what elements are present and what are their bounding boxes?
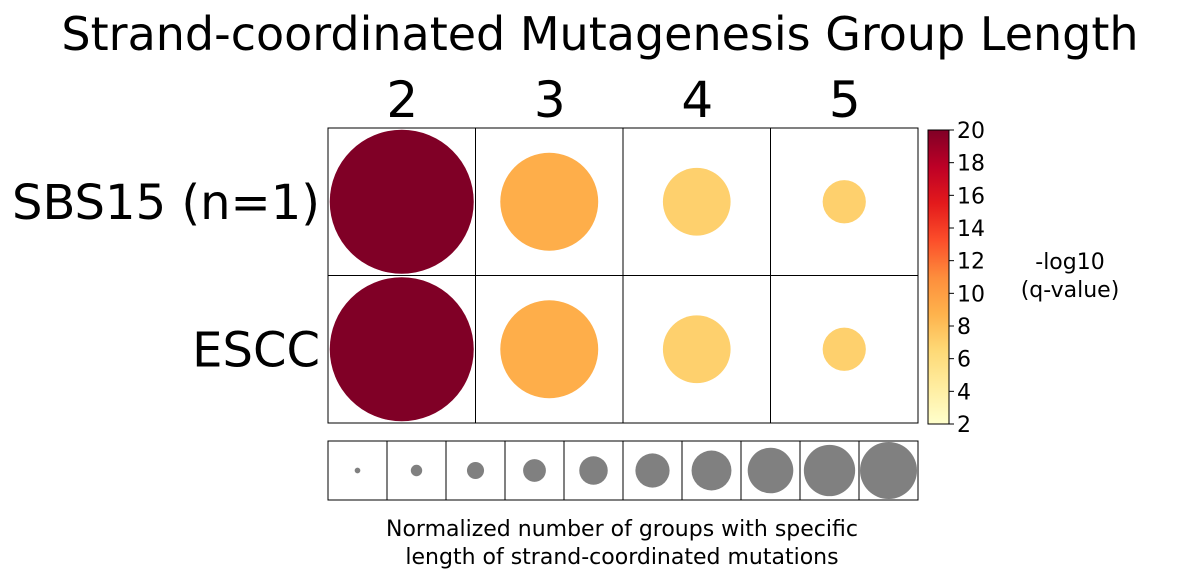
bubble-sbs15-3	[500, 152, 599, 251]
colorbar-tick-label: 18	[957, 152, 985, 177]
colorbar-tick-label: 12	[957, 250, 985, 275]
size-legend-bubble	[635, 453, 670, 488]
size-legend-cell	[858, 440, 919, 501]
size-legend-label-line1: Normalized number of groups with specifi…	[386, 517, 858, 542]
size-legend-label-line2: length of strand-coordinated mutations	[405, 545, 838, 570]
row-labels: SBS15 (n=1) ESCC	[12, 175, 320, 379]
size-legend-bubble	[860, 442, 917, 499]
colorbar-tick-label: 20	[957, 119, 985, 144]
bubble-sbs15-4	[662, 167, 731, 236]
bubble-sbs15-5	[822, 180, 866, 224]
row-label: SBS15 (n=1)	[12, 175, 320, 231]
colorbar-tick-label: 6	[957, 348, 971, 373]
colorbar-gradient	[927, 129, 950, 425]
colorbar-tick-label: 8	[957, 315, 971, 340]
size-legend-bubble	[803, 444, 856, 497]
row-label: ESCC	[192, 322, 320, 378]
column-label: 5	[829, 71, 861, 129]
colorbar-ticks: 2 4 6 8 10 12 14 16 18 20	[949, 119, 985, 438]
colorbar-tick-label: 14	[957, 217, 985, 242]
size-legend-bubble	[691, 450, 732, 491]
column-label: 2	[386, 71, 418, 129]
size-legend-bubble	[354, 467, 361, 474]
colorbar-label-line2: (q-value)	[1021, 278, 1120, 303]
bubble-escc-3	[500, 300, 599, 399]
colorbar-tick-label: 10	[957, 282, 985, 307]
size-legend-bubble	[747, 447, 794, 494]
size-legend-bubble	[579, 456, 608, 485]
colorbar-tick-label: 2	[957, 413, 971, 438]
size-legend-bubble	[523, 459, 546, 482]
colorbar: 2 4 6 8 10 12 14 16 18 20 -log10 (q-value)	[927, 119, 1120, 438]
column-label: 3	[534, 71, 566, 129]
grid-cell	[770, 275, 919, 424]
colorbar-label-line1: -log10	[1035, 250, 1104, 275]
size-legend-bubble	[466, 461, 485, 480]
bubble-layer	[329, 129, 866, 422]
bubble-escc-2	[329, 277, 474, 422]
bubble-sbs15-2	[329, 129, 474, 274]
size-legend-bubble	[410, 464, 423, 477]
main-grid	[327, 127, 919, 424]
bubble-escc-5	[822, 327, 866, 371]
colorbar-tick-label: 16	[957, 184, 985, 209]
size-legend	[327, 440, 919, 501]
bubble-escc-4	[662, 315, 731, 384]
colorbar-tick-label: 4	[957, 380, 971, 405]
column-label: 4	[681, 71, 713, 129]
column-labels: 2 3 4 5	[386, 71, 860, 129]
chart-title: Strand-coordinated Mutagenesis Group Len…	[61, 7, 1138, 61]
